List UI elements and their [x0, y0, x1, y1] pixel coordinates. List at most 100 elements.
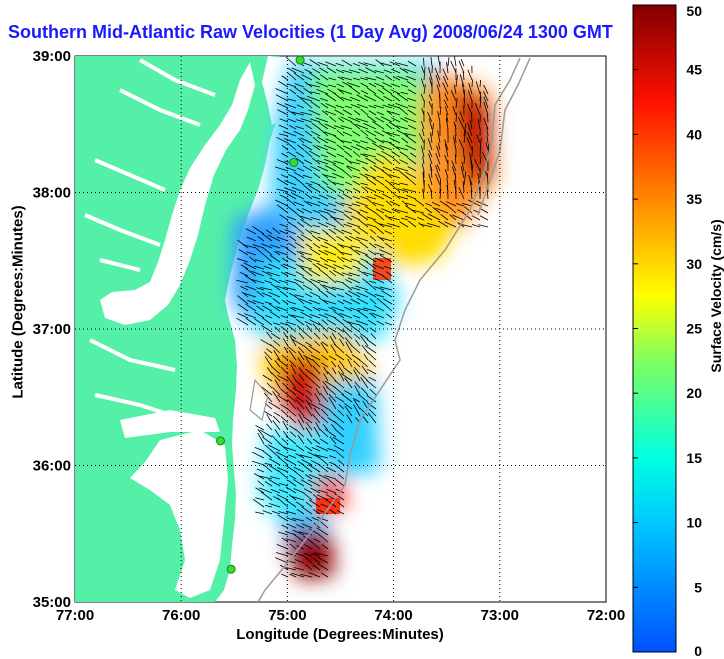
velocity-vector [285, 510, 297, 515]
velocity-vector [310, 130, 321, 137]
velocity-vector [322, 385, 329, 396]
velocity-vector [304, 544, 313, 550]
velocity-vector [366, 402, 377, 410]
velocity-vector [349, 235, 361, 242]
velocity-vector [288, 454, 297, 459]
velocity-vector [479, 215, 489, 221]
velocity-vector [344, 105, 353, 109]
velocity-vector [313, 426, 321, 438]
velocity-vector [387, 104, 401, 109]
velocity-vector [471, 146, 473, 158]
velocity-vector [348, 290, 361, 298]
velocity-vector [266, 271, 281, 277]
velocity-vector [294, 172, 305, 179]
velocity-vector [281, 75, 289, 81]
velocity-vector [453, 56, 457, 67]
velocity-vector [276, 451, 289, 459]
velocity-vector [322, 333, 329, 340]
velocity-vector [276, 159, 289, 165]
velocity-vector [340, 125, 353, 130]
x-axis-label: Longitude (Degrees:Minutes) [236, 626, 444, 643]
velocity-vector [311, 447, 321, 452]
velocity-vector [244, 274, 257, 284]
velocity-vector [311, 372, 321, 382]
velocity-vector [236, 279, 249, 284]
velocity-vector [483, 101, 489, 116]
velocity-vector [310, 278, 321, 284]
velocity-vector [288, 415, 297, 424]
velocity-vector [367, 412, 377, 424]
velocity-vector [385, 271, 393, 277]
velocity-vector [341, 97, 353, 102]
bathymetry-contour [249, 378, 269, 422]
velocity-vector [454, 135, 457, 144]
velocity-vector [300, 311, 313, 319]
velocity-vector [462, 202, 473, 207]
velocity-vector [284, 103, 297, 109]
velocity-vector [283, 130, 297, 137]
velocity-vector [462, 181, 465, 193]
velocity-vector [373, 305, 385, 312]
velocity-vector [430, 132, 433, 144]
velocity-vector [256, 287, 265, 291]
velocity-vector [276, 467, 289, 473]
velocity-vector [340, 140, 353, 144]
velocity-vector [325, 499, 337, 508]
velocity-vector [372, 202, 385, 207]
velocity-vector [305, 182, 313, 186]
velocity-vector [268, 458, 281, 466]
velocity-vector [360, 82, 369, 88]
velocity-vector [373, 82, 385, 88]
velocity-vector [338, 360, 345, 368]
velocity-vector [338, 370, 345, 382]
velocity-vector [309, 499, 321, 508]
velocity-vector [333, 444, 345, 452]
velocity-vector [324, 241, 337, 249]
velocity-vector [360, 333, 369, 340]
velocity-vector [314, 552, 329, 557]
velocity-vector [440, 214, 449, 221]
velocity-vector [252, 244, 265, 249]
velocity-vector [300, 97, 313, 102]
velocity-vector [303, 200, 313, 207]
velocity-vector [355, 143, 369, 151]
velocity-vector [275, 552, 289, 557]
velocity-vector [254, 246, 265, 256]
velocity-vector [278, 80, 289, 88]
velocity-vector [328, 396, 337, 410]
velocity-vector [332, 269, 345, 277]
velocity-vector [385, 313, 393, 319]
velocity-vector [463, 171, 467, 186]
velocity-vector [366, 196, 377, 200]
velocity-vector [294, 242, 305, 249]
velocity-vector [407, 89, 417, 95]
velocity-vector [279, 223, 289, 228]
velocity-vector [391, 156, 401, 165]
velocity-vector [264, 280, 273, 284]
velocity-vector [287, 142, 297, 151]
velocity-vector [283, 458, 297, 466]
velocity-vector [331, 306, 345, 312]
velocity-vector [364, 173, 377, 179]
velocity-vector [277, 109, 289, 116]
velocity-vector [318, 184, 329, 193]
velocity-vector [287, 216, 297, 221]
velocity-vector [263, 254, 273, 263]
velocity-vector [308, 402, 321, 410]
velocity-vector [317, 556, 329, 564]
velocity-vector [243, 262, 257, 270]
velocity-vector [328, 306, 337, 312]
velocity-vector [302, 554, 313, 564]
velocity-vector [301, 523, 313, 529]
velocity-vector [293, 210, 305, 221]
velocity-vector [435, 165, 441, 179]
velocity-vector [324, 174, 337, 179]
velocity-vector [326, 194, 337, 200]
velocity-vector [309, 314, 321, 319]
velocity-vector [321, 572, 329, 578]
velocity-vector [319, 128, 329, 137]
velocity-vector [411, 209, 425, 214]
velocity-vector [380, 237, 393, 242]
velocity-vector [321, 173, 329, 179]
velocity-vector [405, 202, 417, 207]
